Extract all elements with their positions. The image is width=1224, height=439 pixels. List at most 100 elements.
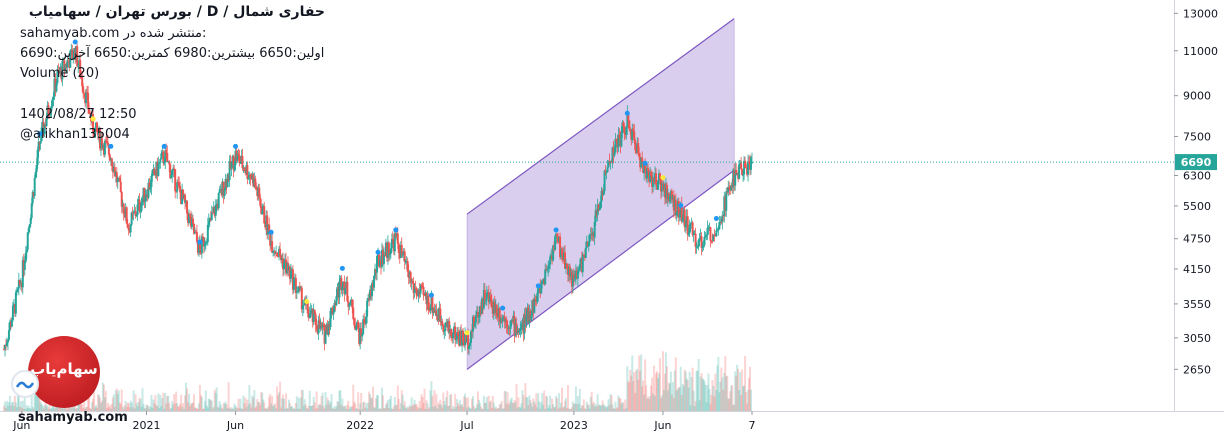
candle-body-753: [748, 161, 751, 163]
candle-body-67: [69, 50, 72, 68]
volume-bar-352: [351, 405, 354, 411]
candle-body-743: [738, 164, 741, 179]
volume-bar-63: [65, 405, 68, 411]
time-tick-label-4: Jul: [459, 419, 473, 432]
volume-bar-329: [328, 404, 331, 411]
volume-bar-615: [611, 404, 614, 411]
volume-bar-591: [587, 405, 590, 411]
volume-bar-532: [529, 399, 532, 411]
candle-body-711: [706, 227, 709, 236]
candle-body-552: [549, 256, 552, 265]
price-tick-label-5: 5500: [1183, 200, 1211, 213]
volume-bar-37: [39, 402, 42, 411]
volume-bar-635: [631, 355, 634, 411]
candle-body-392: [390, 239, 393, 249]
candle-body-233: [233, 164, 236, 170]
candle-body-124: [125, 207, 128, 224]
volume-bar-351: [350, 407, 353, 411]
price-tick-label-8: 3550: [1183, 298, 1211, 311]
candle-body-94: [96, 122, 99, 132]
volume-bar-507: [504, 391, 507, 411]
candle-body-456: [454, 326, 457, 340]
candle-body-431: [429, 307, 432, 311]
volume-bar-715: [710, 394, 713, 411]
candle-body-143: [144, 196, 147, 203]
volume-bar-435: [433, 389, 436, 411]
volume-bar-562: [559, 407, 562, 411]
candle-body-277: [277, 256, 280, 258]
volume-bar-34: [36, 392, 39, 411]
candle-body-15: [17, 279, 20, 289]
candle-body-181: [182, 189, 185, 199]
candle-body-740: [735, 170, 738, 175]
candle-body-48: [50, 106, 53, 111]
volume-bar-25: [27, 405, 30, 411]
volume-bar-540: [537, 393, 540, 411]
volume-bar-96: [97, 394, 100, 411]
volume-bar-714: [709, 403, 712, 411]
volume-bar-29: [31, 406, 34, 411]
candle-body-616: [612, 147, 615, 156]
volume-bar-662: [657, 373, 660, 411]
volume-bar-732: [727, 398, 730, 411]
signal-marker-0: [37, 131, 43, 137]
candle-body-683: [678, 214, 681, 218]
author-handle: @alikhan135004: [20, 127, 130, 142]
volume-bar-525: [522, 395, 525, 411]
candle-body-259: [259, 197, 262, 206]
volume-bar-208: [208, 399, 211, 411]
volume-bar-433: [431, 395, 434, 411]
candle-body-299: [298, 286, 301, 288]
volume-bar-590: [586, 404, 589, 411]
candle-body-679: [674, 199, 677, 216]
candle-body-631: [627, 112, 630, 121]
volume-bar-297: [296, 408, 299, 411]
volume-bar-302: [301, 390, 304, 411]
volume-bar-620: [616, 407, 619, 411]
volume-bar-483: [480, 408, 483, 411]
volume-bar-247: [247, 404, 250, 411]
candle-body-450: [448, 321, 451, 333]
candle-body-241: [241, 155, 244, 168]
candle-body-651: [647, 168, 650, 172]
volume-bar-412: [410, 397, 413, 411]
volume-bar-527: [524, 383, 527, 411]
candle-body-425: [423, 295, 426, 297]
volume-bar-291: [290, 406, 293, 411]
volume-bar-518: [515, 383, 518, 411]
candle-body-374: [373, 275, 376, 288]
candle-body-49: [51, 99, 54, 107]
candle-body-650: [646, 168, 649, 179]
candle-body-618: [614, 138, 617, 153]
volume-indicator-label[interactable]: Volume (20): [20, 66, 100, 81]
volume-bar-673: [668, 383, 671, 411]
volume-bar-548: [545, 395, 548, 411]
candle-body-550: [547, 267, 550, 270]
volume-bar-481: [478, 403, 481, 411]
volume-bar-152: [153, 403, 156, 411]
signal-marker-15: [535, 283, 541, 289]
volume-bar-243: [243, 403, 246, 411]
candle-body-362: [361, 334, 364, 337]
candle-body-617: [613, 152, 616, 156]
candle-body-567: [564, 252, 566, 269]
volume-bar-269: [269, 393, 272, 411]
candle-body-501: [498, 308, 501, 323]
volume-bar-493: [490, 407, 493, 411]
volume-bar-78: [80, 402, 83, 411]
candle-body-747: [742, 174, 745, 176]
volume-bar-421: [419, 407, 422, 411]
volume-bar-585: [581, 405, 584, 411]
volume-bar-358: [357, 392, 360, 411]
candle-body-755: [750, 157, 753, 170]
candle-body-562: [559, 236, 562, 257]
signal-marker-5: [197, 239, 203, 245]
volume-bar-508: [505, 403, 508, 411]
candle-body-261: [261, 211, 264, 214]
volume-bar-144: [145, 404, 148, 411]
volume-bar-589: [585, 401, 588, 411]
candle-body-624: [620, 133, 623, 147]
volume-bar-361: [360, 393, 363, 411]
volume-bar-195: [195, 408, 198, 411]
signal-marker-6: [233, 143, 239, 149]
